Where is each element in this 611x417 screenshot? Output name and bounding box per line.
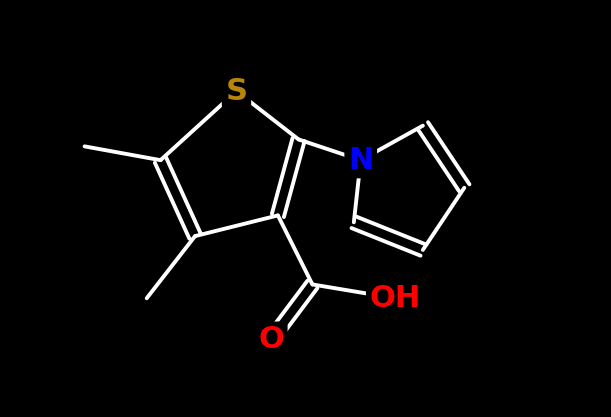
Text: N: N <box>348 146 373 175</box>
Text: O: O <box>258 325 284 354</box>
Text: S: S <box>225 77 247 106</box>
Text: OH: OH <box>370 284 421 313</box>
